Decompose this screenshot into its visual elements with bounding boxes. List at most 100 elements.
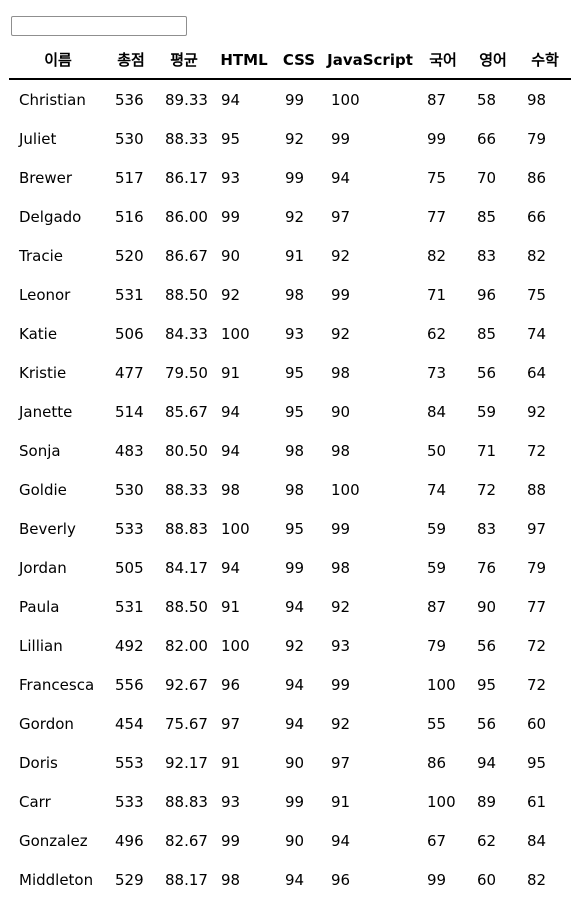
cell-math: 66 xyxy=(527,207,547,226)
cell-html: 93 xyxy=(221,168,241,187)
cell-html: 98 xyxy=(221,870,241,889)
cell-javascript: 90 xyxy=(331,402,351,421)
cell-math: 79 xyxy=(527,558,547,577)
cell-javascript: 100 xyxy=(331,90,360,109)
cell-english: 58 xyxy=(477,90,497,109)
cell-javascript: 97 xyxy=(331,753,351,772)
cell-css: 94 xyxy=(285,870,305,889)
search-input[interactable] xyxy=(11,16,187,36)
cell-math: 72 xyxy=(527,441,547,460)
cell-english: 56 xyxy=(477,363,497,382)
scores-table: 이름 총점 평균 HTML CSS JavaScript 국어 영어 수학 Ch… xyxy=(9,41,571,899)
cell-korean: 74 xyxy=(427,480,447,499)
cell-math: 61 xyxy=(527,792,547,811)
cell-average: 75.67 xyxy=(165,714,208,733)
cell-korean: 79 xyxy=(427,636,447,655)
cell-css: 99 xyxy=(285,558,305,577)
cell-html: 96 xyxy=(221,675,241,694)
table-row: Jordan 505 84.17 94 99 98 59 76 79 xyxy=(9,548,571,587)
cell-average: 92.17 xyxy=(165,753,208,772)
cell-javascript: 98 xyxy=(331,441,351,460)
table-row: Doris 553 92.17 91 90 97 86 94 95 xyxy=(9,743,571,782)
cell-html: 93 xyxy=(221,792,241,811)
table-row: Tracie 520 86.67 90 91 92 82 83 82 xyxy=(9,236,571,275)
cell-korean: 87 xyxy=(427,90,447,109)
cell-css: 92 xyxy=(285,207,305,226)
cell-average: 92.67 xyxy=(165,675,208,694)
cell-korean: 73 xyxy=(427,363,447,382)
cell-english: 70 xyxy=(477,168,497,187)
cell-html: 97 xyxy=(221,714,241,733)
cell-css: 99 xyxy=(285,90,305,109)
cell-name: Christian xyxy=(19,90,86,109)
cell-javascript: 92 xyxy=(331,597,351,616)
cell-css: 94 xyxy=(285,597,305,616)
table-header: 이름 총점 평균 HTML CSS JavaScript 국어 영어 수학 xyxy=(9,41,571,80)
cell-average: 88.83 xyxy=(165,519,208,538)
cell-css: 94 xyxy=(285,714,305,733)
cell-korean: 50 xyxy=(427,441,447,460)
column-header-html[interactable]: HTML xyxy=(211,41,275,80)
cell-average: 89.33 xyxy=(165,90,208,109)
header-row: 이름 총점 평균 HTML CSS JavaScript 국어 영어 수학 xyxy=(9,41,571,80)
cell-average: 79.50 xyxy=(165,363,208,382)
cell-math: 72 xyxy=(527,636,547,655)
cell-total: 505 xyxy=(115,558,144,577)
column-header-name[interactable]: 이름 xyxy=(9,41,105,80)
cell-css: 95 xyxy=(285,519,305,538)
table-row: Paula 531 88.50 91 94 92 87 90 77 xyxy=(9,587,571,626)
cell-english: 90 xyxy=(477,597,497,616)
cell-korean: 99 xyxy=(427,870,447,889)
column-header-css[interactable]: CSS xyxy=(275,41,321,80)
cell-javascript: 94 xyxy=(331,831,351,850)
cell-javascript: 97 xyxy=(331,207,351,226)
cell-name: Jordan xyxy=(19,558,67,577)
cell-total: 553 xyxy=(115,753,144,772)
cell-javascript: 99 xyxy=(331,675,351,694)
table-row: Carr 533 88.83 93 99 91 100 89 61 xyxy=(9,782,571,821)
cell-html: 91 xyxy=(221,753,241,772)
column-header-javascript[interactable]: JavaScript xyxy=(321,41,417,80)
cell-average: 88.33 xyxy=(165,480,208,499)
cell-korean: 71 xyxy=(427,285,447,304)
cell-english: 83 xyxy=(477,519,497,538)
cell-html: 100 xyxy=(221,636,250,655)
cell-total: 531 xyxy=(115,285,144,304)
table-row: Middleton 529 88.17 98 94 96 99 60 82 xyxy=(9,860,571,899)
cell-average: 88.17 xyxy=(165,870,208,889)
cell-average: 88.83 xyxy=(165,792,208,811)
column-header-korean[interactable]: 국어 xyxy=(417,41,467,80)
column-header-english[interactable]: 영어 xyxy=(467,41,517,80)
cell-css: 94 xyxy=(285,675,305,694)
cell-javascript: 99 xyxy=(331,519,351,538)
cell-total: 533 xyxy=(115,792,144,811)
cell-total: 531 xyxy=(115,597,144,616)
cell-english: 95 xyxy=(477,675,497,694)
cell-html: 90 xyxy=(221,246,241,265)
column-header-math[interactable]: 수학 xyxy=(517,41,571,80)
cell-math: 86 xyxy=(527,168,547,187)
column-header-total[interactable]: 총점 xyxy=(105,41,155,80)
cell-total: 533 xyxy=(115,519,144,538)
cell-html: 100 xyxy=(221,519,250,538)
cell-math: 92 xyxy=(527,402,547,421)
cell-javascript: 92 xyxy=(331,246,351,265)
cell-html: 92 xyxy=(221,285,241,304)
cell-total: 530 xyxy=(115,480,144,499)
cell-name: Leonor xyxy=(19,285,71,304)
cell-english: 89 xyxy=(477,792,497,811)
cell-html: 91 xyxy=(221,597,241,616)
cell-name: Francesca xyxy=(19,675,95,694)
table-row: Goldie 530 88.33 98 98 100 74 72 88 xyxy=(9,470,571,509)
cell-name: Katie xyxy=(19,324,58,343)
cell-css: 98 xyxy=(285,441,305,460)
cell-name: Middleton xyxy=(19,870,94,889)
cell-english: 71 xyxy=(477,441,497,460)
cell-css: 92 xyxy=(285,636,305,655)
cell-korean: 84 xyxy=(427,402,447,421)
cell-english: 60 xyxy=(477,870,497,889)
cell-korean: 100 xyxy=(427,792,456,811)
cell-math: 98 xyxy=(527,90,547,109)
cell-javascript: 99 xyxy=(331,129,351,148)
column-header-average[interactable]: 평균 xyxy=(155,41,211,80)
